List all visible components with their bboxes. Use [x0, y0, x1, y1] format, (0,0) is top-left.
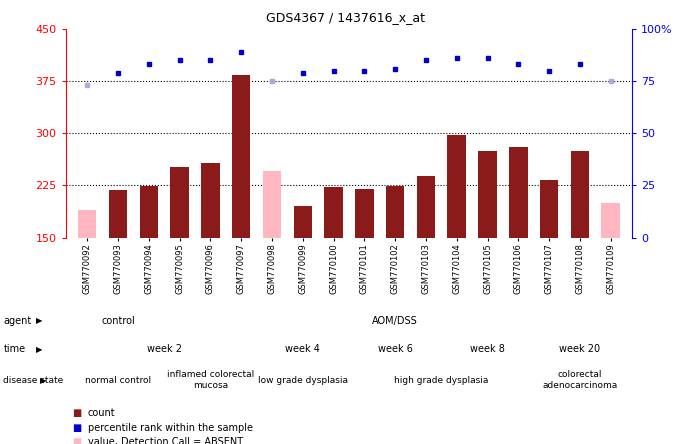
Text: disease state: disease state: [3, 376, 64, 385]
Text: week 20: week 20: [559, 345, 600, 354]
Text: low grade dysplasia: low grade dysplasia: [258, 376, 348, 385]
Text: percentile rank within the sample: percentile rank within the sample: [88, 423, 253, 432]
Text: time: time: [3, 345, 26, 354]
Text: ▶: ▶: [36, 317, 42, 325]
Text: inflamed colorectal
mucosa: inflamed colorectal mucosa: [167, 370, 254, 390]
Bar: [509, 147, 527, 238]
Text: colorectal
adenocarcinoma: colorectal adenocarcinoma: [542, 370, 618, 390]
Text: control: control: [101, 316, 135, 326]
Bar: [263, 171, 281, 238]
Bar: [540, 180, 558, 238]
Text: ■: ■: [73, 423, 82, 432]
Text: ■: ■: [73, 437, 82, 444]
Bar: [571, 151, 589, 238]
Text: high grade dysplasia: high grade dysplasia: [394, 376, 489, 385]
Text: ▶: ▶: [40, 376, 46, 385]
Text: agent: agent: [3, 316, 32, 326]
Text: value, Detection Call = ABSENT: value, Detection Call = ABSENT: [88, 437, 243, 444]
Bar: [171, 166, 189, 238]
Bar: [386, 186, 404, 238]
Bar: [140, 186, 158, 238]
Bar: [417, 176, 435, 238]
Bar: [355, 189, 374, 238]
Bar: [232, 75, 250, 238]
Bar: [324, 187, 343, 238]
Text: count: count: [88, 408, 115, 418]
Text: week 4: week 4: [285, 345, 320, 354]
Text: ■: ■: [73, 408, 82, 418]
Text: week 2: week 2: [146, 345, 182, 354]
Text: week 8: week 8: [470, 345, 505, 354]
Text: week 6: week 6: [378, 345, 413, 354]
Bar: [601, 203, 620, 238]
Text: ▶: ▶: [36, 345, 42, 354]
Bar: [201, 163, 220, 238]
Bar: [78, 210, 97, 238]
Bar: [478, 151, 497, 238]
Text: GDS4367 / 1437616_x_at: GDS4367 / 1437616_x_at: [266, 11, 425, 24]
Bar: [294, 206, 312, 238]
Text: normal control: normal control: [85, 376, 151, 385]
Bar: [448, 135, 466, 238]
Bar: [108, 190, 127, 238]
Text: AOM/DSS: AOM/DSS: [372, 316, 418, 326]
